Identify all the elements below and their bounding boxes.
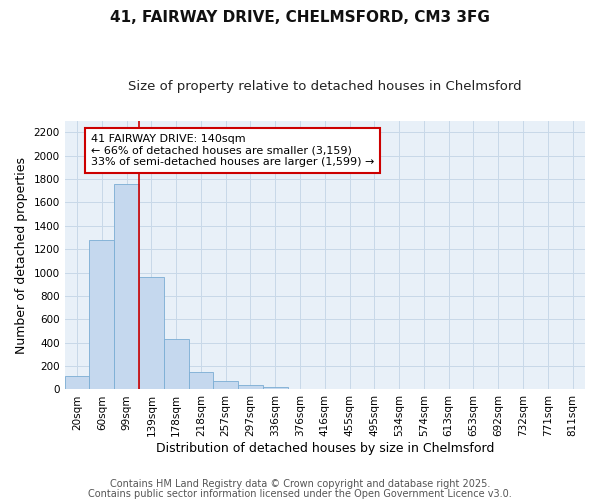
Text: 41 FAIRWAY DRIVE: 140sqm
← 66% of detached houses are smaller (3,159)
33% of sem: 41 FAIRWAY DRIVE: 140sqm ← 66% of detach… bbox=[91, 134, 374, 167]
Bar bbox=[89, 240, 114, 390]
Text: Contains HM Land Registry data © Crown copyright and database right 2025.: Contains HM Land Registry data © Crown c… bbox=[110, 479, 490, 489]
Bar bbox=[164, 339, 188, 390]
Bar bbox=[188, 372, 214, 390]
Bar bbox=[139, 277, 164, 390]
Text: Contains public sector information licensed under the Open Government Licence v3: Contains public sector information licen… bbox=[88, 489, 512, 499]
Bar bbox=[65, 376, 89, 390]
Text: 41, FAIRWAY DRIVE, CHELMSFORD, CM3 3FG: 41, FAIRWAY DRIVE, CHELMSFORD, CM3 3FG bbox=[110, 10, 490, 25]
Bar bbox=[263, 387, 287, 390]
Y-axis label: Number of detached properties: Number of detached properties bbox=[15, 156, 28, 354]
Bar bbox=[238, 385, 263, 390]
Bar bbox=[214, 380, 238, 390]
Bar bbox=[114, 184, 139, 390]
Title: Size of property relative to detached houses in Chelmsford: Size of property relative to detached ho… bbox=[128, 80, 521, 93]
X-axis label: Distribution of detached houses by size in Chelmsford: Distribution of detached houses by size … bbox=[155, 442, 494, 455]
